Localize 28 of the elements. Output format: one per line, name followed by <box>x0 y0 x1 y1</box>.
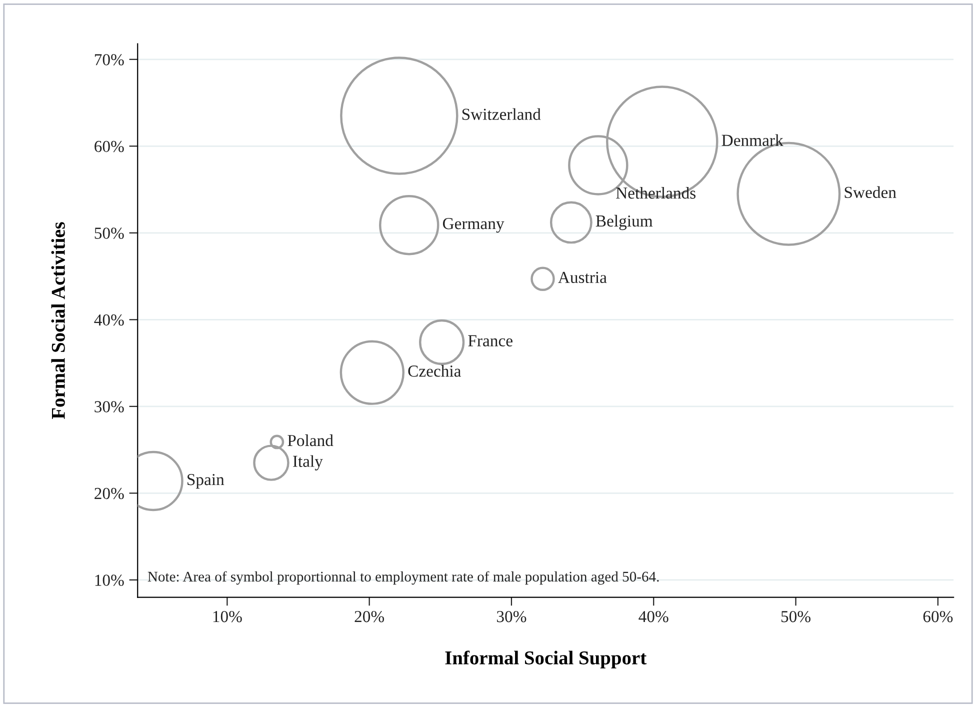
x-tick-label: 30% <box>496 610 526 622</box>
annotation: Austria <box>558 272 607 284</box>
x-tick-label: 50% <box>781 610 810 622</box>
y-tick-label: 50% <box>94 228 124 239</box>
annotation: Switzerland <box>462 108 541 120</box>
annotation: Poland <box>288 434 334 446</box>
annotation: Italy <box>293 455 323 470</box>
y-tick-label: 30% <box>94 401 124 412</box>
annotation: Sweden <box>844 186 896 198</box>
y-tick-label: 10% <box>95 574 124 586</box>
annotation: Netherlands <box>616 186 696 199</box>
x-tick-label: 60% <box>923 610 953 622</box>
y-tick-label: 20% <box>94 488 124 500</box>
annotation: Czechia <box>408 365 461 377</box>
y-tick-label: 70% <box>94 54 124 66</box>
annotation: Belgium <box>596 214 653 230</box>
y-tick-label: 60% <box>94 140 124 152</box>
annotation: France <box>468 335 512 346</box>
y-tick-label: 40% <box>94 314 124 326</box>
annotation: Germany <box>442 218 504 233</box>
annotation: Denmark <box>722 134 784 146</box>
y-axis-title: Formal Social Activities <box>51 222 65 420</box>
x-tick-label: 20% <box>354 610 384 622</box>
x-tick-label: 40% <box>638 610 668 622</box>
annotation: Note: Area of symbol proportionnal to employment rate of male population aged 50-64. <box>148 571 659 585</box>
x-tick-label: 10% <box>213 610 242 622</box>
x-axis-title: Informal Social Support <box>445 650 647 668</box>
annotation: Spain <box>188 474 224 489</box>
